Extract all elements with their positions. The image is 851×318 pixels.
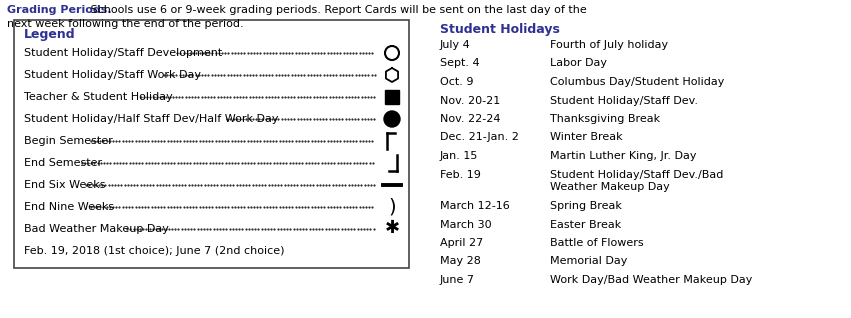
Bar — [385, 90, 399, 104]
Text: July 4: July 4 — [440, 40, 471, 50]
Text: Memorial Day: Memorial Day — [550, 257, 627, 266]
Text: Student Holiday/Staff Work Day: Student Holiday/Staff Work Day — [24, 70, 201, 80]
Text: Weather Makeup Day: Weather Makeup Day — [550, 183, 670, 192]
Text: Student Holiday/Staff Dev.: Student Holiday/Staff Dev. — [550, 95, 698, 106]
Text: Dec. 21-Jan. 2: Dec. 21-Jan. 2 — [440, 133, 519, 142]
Text: End Semester: End Semester — [24, 158, 102, 168]
Text: Winter Break: Winter Break — [550, 133, 623, 142]
Text: Bad Weather Makeup Day: Bad Weather Makeup Day — [24, 224, 168, 234]
Text: Nov. 20-21: Nov. 20-21 — [440, 95, 500, 106]
Text: June 7: June 7 — [440, 275, 475, 285]
Text: Student Holidays: Student Holidays — [440, 23, 560, 36]
Text: March 12-16: March 12-16 — [440, 201, 510, 211]
Text: Fourth of July holiday: Fourth of July holiday — [550, 40, 668, 50]
Text: Sept. 4: Sept. 4 — [440, 59, 480, 68]
Text: ): ) — [388, 197, 396, 217]
Bar — [14, 20, 409, 268]
Text: End Nine Weeks: End Nine Weeks — [24, 202, 114, 212]
Text: next week following the end of the period.: next week following the end of the perio… — [7, 19, 243, 29]
Text: Nov. 22-24: Nov. 22-24 — [440, 114, 500, 124]
Text: Begin Semester: Begin Semester — [24, 136, 112, 146]
Text: Student Holiday/Half Staff Dev/Half Work Day: Student Holiday/Half Staff Dev/Half Work… — [24, 114, 278, 124]
Text: Jan. 15: Jan. 15 — [440, 151, 478, 161]
Text: Student Holiday/Staff Dev./Bad: Student Holiday/Staff Dev./Bad — [550, 169, 723, 179]
Text: ✱: ✱ — [385, 219, 400, 237]
Text: Martin Luther King, Jr. Day: Martin Luther King, Jr. Day — [550, 151, 696, 161]
Text: Columbus Day/Student Holiday: Columbus Day/Student Holiday — [550, 77, 724, 87]
Text: Oct. 9: Oct. 9 — [440, 77, 473, 87]
Text: Labor Day: Labor Day — [550, 59, 607, 68]
Text: Spring Break: Spring Break — [550, 201, 622, 211]
Text: End Six Weeks: End Six Weeks — [24, 180, 106, 190]
Text: Feb. 19, 2018 (1st choice); June 7 (2nd choice): Feb. 19, 2018 (1st choice); June 7 (2nd … — [24, 246, 284, 256]
Text: Easter Break: Easter Break — [550, 219, 621, 230]
Text: Work Day/Bad Weather Makeup Day: Work Day/Bad Weather Makeup Day — [550, 275, 752, 285]
Text: Grading Periods.: Grading Periods. — [7, 5, 111, 15]
Text: Thanksgiving Break: Thanksgiving Break — [550, 114, 660, 124]
Text: Battle of Flowers: Battle of Flowers — [550, 238, 643, 248]
Text: May 28: May 28 — [440, 257, 481, 266]
Text: Student Holiday/Staff Development: Student Holiday/Staff Development — [24, 48, 222, 58]
Text: Legend: Legend — [24, 28, 76, 41]
Text: Schools use 6 or 9-week grading periods. Report Cards will be sent on the last d: Schools use 6 or 9-week grading periods.… — [87, 5, 586, 15]
Text: April 27: April 27 — [440, 238, 483, 248]
Text: March 30: March 30 — [440, 219, 492, 230]
Text: Feb. 19: Feb. 19 — [440, 169, 481, 179]
Text: Teacher & Student Holiday: Teacher & Student Holiday — [24, 92, 173, 102]
Circle shape — [384, 111, 400, 127]
